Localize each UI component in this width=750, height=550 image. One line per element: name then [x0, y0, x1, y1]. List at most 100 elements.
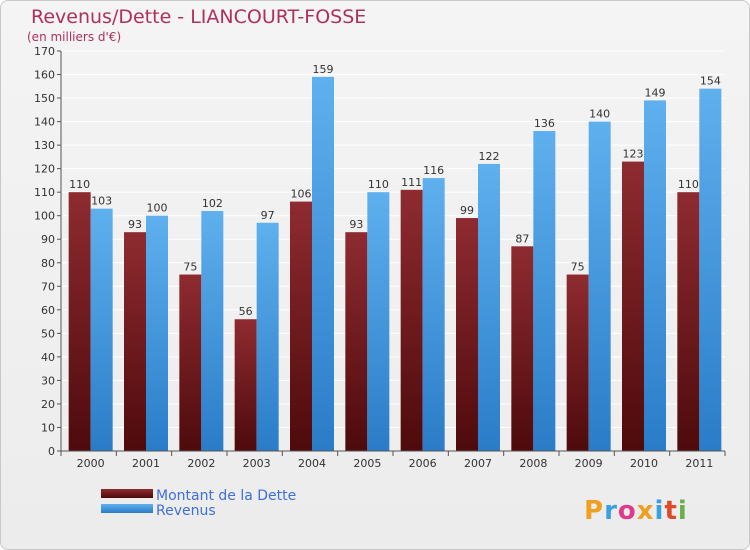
logo-letter: o	[618, 496, 637, 526]
y-tick-label: 170	[34, 45, 55, 58]
x-tick-label: 2001	[132, 457, 160, 470]
y-tick-label: 140	[34, 116, 55, 129]
data-label-revenus: 149	[645, 86, 666, 99]
data-label-dette: 75	[183, 261, 197, 274]
logo-letter: P	[584, 496, 604, 526]
data-label-revenus: 103	[91, 195, 112, 208]
bar-dette	[179, 274, 202, 451]
bar-revenus	[533, 131, 556, 451]
data-label-dette: 111	[401, 176, 422, 189]
y-tick-label: 100	[34, 210, 55, 223]
bar-dette	[345, 232, 368, 451]
bar-dette	[68, 192, 91, 452]
data-label-dette: 99	[460, 204, 474, 217]
x-tick-label: 2010	[630, 457, 658, 470]
bar-revenus	[256, 222, 279, 451]
x-tick-label: 2002	[187, 457, 215, 470]
bar-revenus	[146, 215, 168, 451]
data-label-revenus: 100	[147, 202, 168, 215]
legend-swatch-revenus	[101, 504, 153, 513]
x-tick-label: 2006	[409, 457, 437, 470]
legend-label-revenus: Revenus	[156, 503, 216, 519]
y-tick-label: 40	[41, 351, 55, 364]
legend-label-dette: Montant de la Dette	[156, 488, 296, 504]
logo-letter: x	[637, 496, 655, 526]
logo-letter: i	[655, 496, 665, 526]
data-label-dette: 93	[349, 218, 363, 231]
y-tick-label: 10	[41, 421, 55, 434]
bar-revenus	[312, 76, 334, 451]
bar-revenus	[90, 208, 113, 451]
data-label-revenus: 136	[534, 117, 555, 130]
bar-dette	[290, 201, 312, 451]
bar-revenus	[367, 192, 390, 452]
bar-dette	[234, 319, 257, 451]
x-tick-label: 2007	[464, 457, 492, 470]
x-tick-label: 2000	[77, 457, 105, 470]
bar-dette	[400, 189, 423, 451]
data-label-dette: 110	[678, 178, 699, 191]
data-label-revenus: 110	[368, 178, 389, 191]
x-axis-ticks: 2000 2001 2002 2003 2004 2005 2006 2007 2008 2009…	[60, 450, 726, 470]
x-tick-label: 2003	[243, 457, 271, 470]
data-label-dette: 87	[515, 232, 529, 245]
data-label-revenus: 97	[261, 209, 275, 222]
x-tick-label: 2009	[575, 457, 603, 470]
y-tick-label: 50	[41, 327, 55, 340]
data-label-dette: 56	[239, 305, 253, 318]
y-tick-label: 20	[41, 398, 55, 411]
bar-dette	[677, 192, 700, 452]
chart-title: Revenus/Dette - LIANCOURT-FOSSE	[31, 6, 366, 28]
y-tick-label: 30	[41, 374, 55, 387]
x-tick-label: 2005	[353, 457, 381, 470]
y-tick-label: 60	[41, 304, 55, 317]
data-label-revenus: 159	[313, 63, 334, 76]
x-tick-label: 2011	[685, 457, 713, 470]
grid-lines	[61, 50, 725, 452]
y-tick-label: 80	[41, 257, 55, 270]
y-axis-ticks: 0 10 20 30 40 50 60 70 80 90 100 110 120 130 140 150 160…	[34, 45, 62, 458]
logo-letter: t	[664, 496, 677, 526]
bar-revenus	[588, 121, 611, 452]
y-tick-label: 150	[34, 92, 55, 105]
bar-revenus	[422, 178, 445, 451]
data-label-revenus: 154	[700, 75, 721, 88]
data-label-revenus: 122	[479, 150, 500, 163]
data-label-dette: 93	[128, 218, 142, 231]
legend-swatch-dette	[101, 489, 153, 498]
logo-text: Proxiti	[584, 496, 688, 526]
bar-dette	[124, 232, 146, 451]
y-tick-label: 160	[34, 69, 55, 82]
data-label-dette: 75	[571, 261, 585, 274]
bar-dette	[511, 246, 534, 451]
legend: Montant de la Dette Revenus	[101, 488, 296, 519]
data-label-revenus: 116	[423, 164, 444, 177]
bar-revenus	[644, 100, 666, 451]
data-label-revenus: 102	[202, 197, 223, 210]
bar-dette	[622, 161, 644, 451]
chart-subtitle: (en milliers d'€)	[27, 30, 121, 44]
bar-revenus	[699, 88, 722, 451]
bar-dette	[456, 218, 478, 451]
proxiti-logo: Proxiti	[584, 496, 688, 526]
logo-letter: i	[678, 496, 688, 526]
data-label-dette: 123	[623, 148, 644, 161]
data-label-revenus: 140	[589, 108, 610, 121]
y-tick-label: 90	[41, 233, 55, 246]
bar-revenus	[201, 211, 224, 451]
data-label-dette: 106	[291, 188, 312, 201]
bars	[68, 76, 722, 452]
y-tick-label: 110	[34, 186, 55, 199]
x-tick-label: 2008	[519, 457, 547, 470]
logo-letter: r	[604, 496, 618, 526]
bar-revenus	[478, 163, 500, 452]
y-tick-label: 70	[41, 280, 55, 293]
x-tick-label: 2004	[298, 457, 326, 470]
y-tick-label: 120	[34, 163, 55, 176]
y-tick-label: 0	[48, 445, 55, 458]
y-tick-label: 130	[34, 139, 55, 152]
bar-dette	[566, 274, 589, 451]
